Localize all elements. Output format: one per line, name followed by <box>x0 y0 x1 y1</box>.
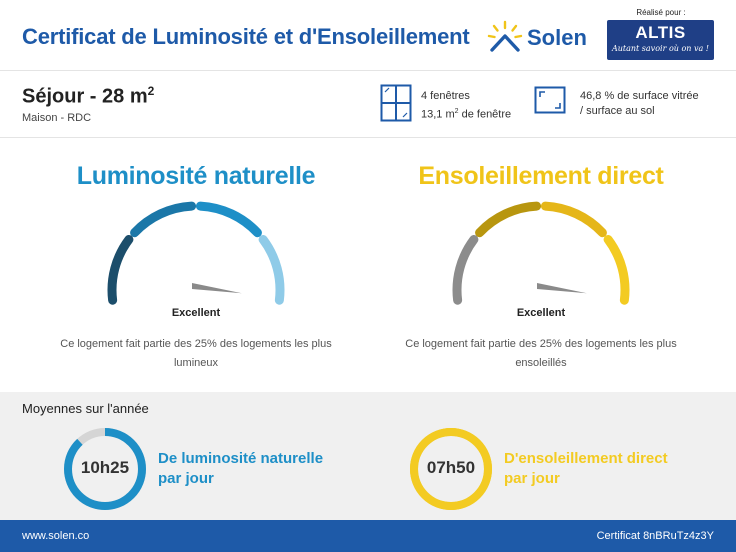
gauge-segment-3 <box>540 201 607 238</box>
partner-tagline: Autant savoir où on va ! <box>611 44 710 53</box>
ring-caption-line2: par jour <box>158 470 214 487</box>
footer-certificate-id: Certificat 8nBRuTz4z3Y <box>596 530 714 542</box>
windows-info: 4 fenêtres 13,1 m2 de fenêtre <box>421 89 511 123</box>
gauge-segment-2 <box>130 201 197 238</box>
gauge-rating: Excellent <box>516 307 566 319</box>
glazing-line2: / surface au sol <box>580 105 655 117</box>
ring-value: 10h25 <box>80 458 130 477</box>
glazing-info: 46,8 % de surface vitrée / surface au so… <box>580 89 699 119</box>
glazed-surface-icon <box>534 86 566 114</box>
gauge-segment-3 <box>195 201 262 238</box>
room-subtitle: Maison - RDC <box>22 112 92 124</box>
ensoleillement-gauge <box>452 201 630 305</box>
gauge-segment-4 <box>603 234 630 305</box>
header: Certificat de Luminosité et d'Ensoleille… <box>0 0 736 70</box>
partner-logo: ALTIS Autant savoir où on va ! <box>607 20 714 60</box>
ring-value: 07h50 <box>426 458 476 477</box>
annual-title: Moyennes sur l'année <box>22 401 149 416</box>
luminosite-ring <box>64 428 146 510</box>
ring-caption: D'ensoleillement direct par jour <box>504 449 668 489</box>
solen-logo: Solen <box>487 20 599 54</box>
brand-name: Solen <box>527 25 587 50</box>
sun-house-icon <box>487 20 523 52</box>
divider <box>0 70 736 71</box>
room-name-sup: 2 <box>147 84 155 98</box>
windows-area-sup: 2 <box>454 108 459 115</box>
ensoleillement-ring <box>410 428 492 510</box>
gauge-segment-1 <box>452 234 479 305</box>
gauge-segment-2 <box>475 201 542 238</box>
glazing-line1: 46,8 % de surface vitrée <box>580 90 699 102</box>
gauge-description: Ce logement fait partie des 25% des loge… <box>60 338 332 369</box>
ring-progress <box>64 428 146 510</box>
realise-label: Réalisé pour : <box>636 8 686 17</box>
luminosite-gauge <box>107 201 285 305</box>
window-icon <box>380 84 412 122</box>
footer-website[interactable]: www.solen.co <box>22 530 90 542</box>
ring-progress <box>410 428 492 510</box>
windows-area-value: 13,1 m <box>421 108 455 121</box>
room-name: Séjour - 28 m2 <box>22 84 154 109</box>
page-title: Certificat de Luminosité et d'Ensoleille… <box>22 24 470 49</box>
windows-area: 13,1 m2 de fenêtre <box>421 104 511 123</box>
ring-caption-line1: De luminosité naturelle <box>158 450 324 467</box>
room-name-text: Séjour - 28 m <box>22 85 148 108</box>
gauge-title: Luminosité naturelle <box>76 162 316 190</box>
gauge-title: Ensoleillement direct <box>418 162 664 190</box>
windows-count: 4 fenêtres <box>421 90 470 102</box>
gauge-segment-1 <box>107 234 134 305</box>
annual-averages: Moyennes sur l'année 10h25 De luminosité… <box>0 392 736 520</box>
gauge-needle <box>537 283 587 294</box>
ring-caption-line1: D'ensoleillement direct <box>504 450 668 467</box>
ring-caption-line2: par jour <box>504 470 560 487</box>
partner-name: ALTIS <box>635 23 686 42</box>
windows-area-suffix: de fenêtre <box>458 108 512 121</box>
gauge-needle <box>192 283 242 294</box>
ring-caption: De luminosité naturelle par jour <box>158 449 323 489</box>
gauge-description: Ce logement fait partie des 25% des loge… <box>405 338 677 369</box>
divider <box>0 137 736 138</box>
footer: www.solen.co Certificat 8nBRuTz4z3Y <box>0 520 736 552</box>
gauge-segment-4 <box>258 234 285 305</box>
gauge-rating: Excellent <box>171 307 221 319</box>
